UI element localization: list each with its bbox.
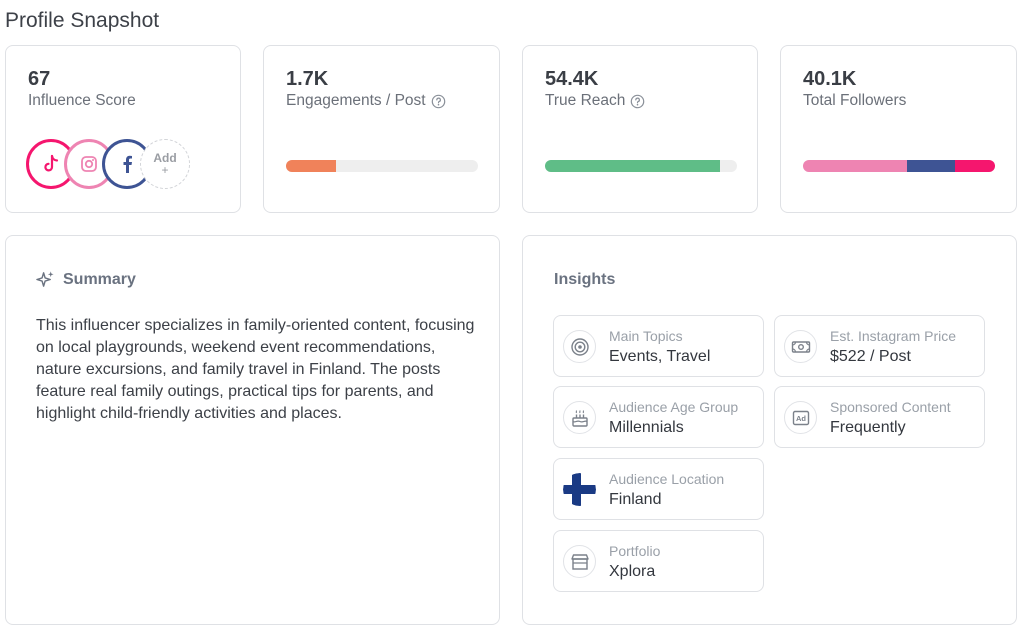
portfolio-value: Xplora [609, 562, 656, 580]
followers-segment-tiktok [954, 160, 995, 172]
insight-instagram-price: Est. Instagram Price $522 / Post [774, 315, 985, 377]
sparkles-icon [36, 271, 54, 287]
total-followers-label: Total Followers [803, 92, 907, 109]
true-reach-value: 54.4K [545, 68, 599, 90]
instagram-price-value: $522 / Post [830, 347, 911, 365]
help-icon[interactable] [630, 94, 645, 109]
help-icon[interactable] [431, 94, 446, 109]
page-title: Profile Snapshot [5, 9, 160, 32]
main-topics-label: Main Topics [609, 327, 683, 344]
ad-icon: Ad [792, 410, 809, 425]
add-plus-icon: + [161, 163, 169, 177]
audience-age-value: Millennials [609, 418, 684, 436]
add-account-button[interactable]: Add + [140, 139, 190, 189]
social-accounts: Add + [26, 139, 196, 193]
insight-audience-age: Audience Age Group Millennials [553, 386, 764, 448]
true-reach-card: 54.4K True Reach [522, 45, 758, 213]
insight-sponsored-content: Ad Sponsored Content Frequently [774, 386, 985, 448]
money-icon [791, 340, 810, 353]
instagram-icon [81, 156, 97, 172]
insights-card: Insights Main Topics Events, Travel Est.… [522, 235, 1017, 625]
engagements-progress-bar [286, 160, 478, 172]
summary-heading: Summary [36, 270, 136, 289]
add-account-label: Add [153, 151, 177, 165]
target-icon [570, 337, 589, 356]
true-reach-label: True Reach [545, 92, 626, 109]
cake-icon [571, 409, 588, 427]
tiktok-icon [44, 154, 59, 172]
sponsored-content-value: Frequently [830, 418, 906, 436]
insights-heading: Insights [554, 271, 616, 288]
summary-text: This influencer specializes in family-or… [36, 317, 475, 422]
true-reach-progress-bar [545, 160, 737, 172]
followers-breakdown-bar [803, 160, 995, 172]
insight-portfolio[interactable]: Portfolio Xplora [553, 530, 764, 592]
true-reach-label-row: True Reach [545, 92, 645, 110]
influence-score-value: 67 [28, 68, 51, 90]
engagements-label: Engagements / Post [286, 92, 426, 109]
summary-card: Summary This influencer specializes in f… [5, 235, 500, 625]
audience-location-label: Audience Location [609, 470, 725, 487]
insight-audience-location: Audience Location Finland [553, 458, 764, 520]
sponsored-content-label: Sponsored Content [830, 398, 951, 415]
audience-age-label: Audience Age Group [609, 398, 739, 415]
total-followers-card: 40.1K Total Followers [780, 45, 1017, 213]
summary-heading-label: Summary [63, 270, 136, 288]
audience-location-value: Finland [609, 490, 662, 508]
influence-score-label: Influence Score [28, 92, 136, 109]
finland-flag-icon [563, 473, 596, 506]
engagements-card: 1.7K Engagements / Post [263, 45, 500, 213]
engagements-progress-fill [286, 160, 336, 172]
instagram-price-label: Est. Instagram Price [830, 327, 957, 344]
main-topics-value: Events, Travel [609, 347, 711, 365]
engagements-label-row: Engagements / Post [286, 92, 446, 110]
svg-text:Ad: Ad [796, 414, 806, 423]
facebook-icon [123, 155, 132, 173]
total-followers-value: 40.1K [803, 68, 857, 90]
engagements-value: 1.7K [286, 68, 329, 90]
insight-main-topics: Main Topics Events, Travel [553, 315, 764, 377]
influence-score-card: 67 Influence Score Add + [5, 45, 241, 213]
total-followers-label-row: Total Followers [803, 92, 906, 110]
portfolio-label: Portfolio [609, 542, 661, 559]
followers-segment-facebook [906, 160, 955, 172]
true-reach-progress-fill [545, 160, 720, 172]
followers-segment-instagram [803, 160, 907, 172]
store-icon [570, 553, 589, 570]
